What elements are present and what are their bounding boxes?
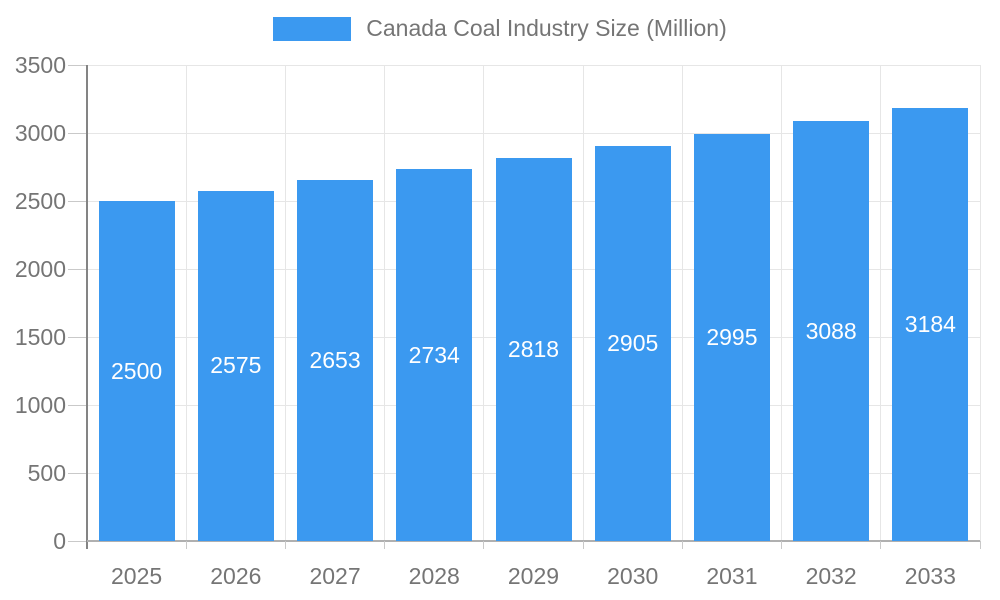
x-axis-tick-label: 2031 — [706, 563, 758, 589]
bar-value-label: 2734 — [408, 341, 460, 368]
y-axis-line — [86, 65, 88, 549]
y-axis-tick — [68, 336, 86, 338]
x-axis-tick-label: 2029 — [507, 563, 560, 589]
h-gridline — [87, 64, 980, 66]
bar-value-label: 3184 — [904, 310, 956, 337]
x-axis-tick — [582, 541, 584, 549]
x-axis-tick — [384, 541, 386, 549]
v-gridline — [185, 65, 187, 541]
y-axis-tick-label: 0 — [53, 528, 66, 554]
h-gridline — [87, 132, 980, 134]
bar-2030: 2905 — [594, 145, 671, 541]
y-axis-tick-label: 1500 — [14, 324, 66, 350]
x-axis-tick-label: 2025 — [111, 563, 163, 589]
y-axis-tick — [68, 200, 86, 202]
x-axis-tick-label: 2027 — [309, 563, 361, 589]
y-axis-tick — [68, 404, 86, 406]
x-axis-tick — [483, 541, 485, 549]
bar-value-label: 2575 — [210, 352, 262, 379]
y-axis-tick-label: 3000 — [14, 120, 66, 146]
y-axis-tick — [68, 540, 86, 542]
v-gridline — [880, 65, 882, 541]
y-axis-tick — [68, 64, 86, 66]
x-axis-tick — [880, 541, 882, 549]
legend: Canada Coal Industry Size (Million) — [0, 15, 1000, 42]
x-axis-line — [87, 540, 980, 542]
v-gridline — [483, 65, 485, 541]
x-axis-tick-label: 2033 — [904, 563, 956, 589]
y-axis-tick-label: 2000 — [14, 256, 66, 282]
x-axis-tick-label: 2030 — [607, 563, 659, 589]
y-axis-tick — [68, 132, 86, 134]
y-axis-tick-label: 3500 — [14, 52, 66, 78]
y-axis-tick-label: 500 — [27, 460, 66, 486]
x-axis-tick-label: 2032 — [805, 563, 857, 589]
x-axis-tick — [781, 541, 783, 549]
bar-2033: 3184 — [892, 107, 969, 541]
bar-2025: 2500 — [98, 201, 175, 541]
y-axis-tick-label: 2500 — [14, 188, 66, 214]
bar-2028: 2734 — [396, 169, 473, 541]
bar-value-label: 2818 — [507, 335, 560, 362]
y-axis-tick — [68, 472, 86, 474]
v-gridline — [384, 65, 386, 541]
bar-2026: 2575 — [197, 190, 274, 541]
x-axis-tick — [185, 541, 187, 549]
bar-value-label: 2500 — [111, 357, 163, 384]
v-gridline — [781, 65, 783, 541]
bar-2031: 2995 — [693, 133, 770, 541]
x-axis-tick — [979, 541, 981, 549]
y-axis-tick — [68, 268, 86, 270]
v-gridline — [681, 65, 683, 541]
y-axis-tick-label: 1000 — [14, 392, 66, 418]
x-axis-tick-label: 2028 — [408, 563, 460, 589]
bar-2032: 3088 — [793, 121, 870, 541]
bar-2027: 2653 — [297, 180, 374, 541]
v-gridline — [979, 65, 981, 541]
legend-swatch — [273, 16, 352, 41]
bar-value-label: 2905 — [607, 329, 659, 356]
x-axis-tick-label: 2026 — [210, 563, 262, 589]
x-axis-tick — [681, 541, 683, 549]
bar-value-label: 2995 — [706, 323, 758, 350]
bar-2029: 2818 — [495, 157, 572, 541]
bar-value-label: 2653 — [309, 347, 361, 374]
x-axis-tick — [284, 541, 286, 549]
v-gridline — [284, 65, 286, 541]
v-gridline — [582, 65, 584, 541]
legend-label: Canada Coal Industry Size (Million) — [366, 15, 727, 41]
bar-value-label: 3088 — [805, 317, 857, 344]
